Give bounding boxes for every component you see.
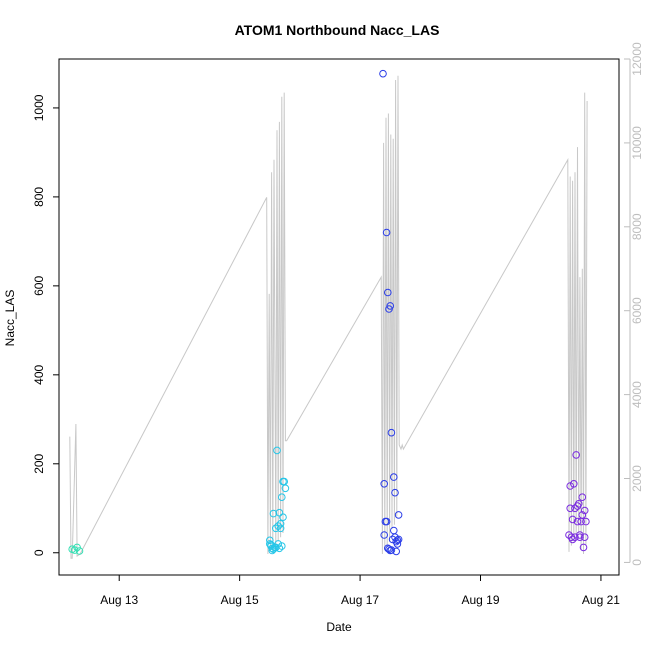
data-point — [573, 517, 582, 526]
x-tick-label: Aug 21 — [582, 593, 620, 607]
y-tick-label: 1000 — [32, 94, 46, 121]
data-point — [70, 546, 79, 554]
data-point — [276, 524, 285, 533]
y2-tick-label: 6000 — [630, 297, 644, 324]
data-point — [390, 473, 398, 481]
data-point — [568, 535, 577, 544]
secondary-series-line — [69, 75, 588, 559]
data-point — [281, 484, 290, 493]
data-point — [572, 451, 581, 459]
data-point — [574, 500, 583, 508]
y-tick-label: 0 — [32, 549, 46, 556]
data-point — [391, 488, 399, 497]
data-point — [570, 480, 578, 488]
data-point — [274, 522, 283, 530]
data-point — [571, 504, 579, 513]
y2-tick-label: 4000 — [630, 381, 644, 408]
y-tick-label: 400 — [32, 364, 46, 384]
data-point — [382, 228, 391, 237]
data-point — [275, 544, 284, 553]
data-point — [382, 517, 391, 526]
data-point — [580, 533, 589, 542]
data-point — [578, 511, 587, 519]
data-point — [75, 547, 84, 555]
data-point — [580, 506, 589, 515]
chart-title: ATOM1 Northbound Nacc_LAS — [235, 22, 440, 38]
data-point — [390, 526, 398, 535]
y2-tick-label: 10000 — [630, 126, 644, 160]
y-tick-label: 800 — [32, 187, 46, 207]
x-axis: Aug 13 Aug 15 Aug 17 Aug 19 Aug 21 — [100, 575, 620, 607]
data-point — [386, 546, 395, 555]
data-point — [386, 302, 395, 310]
data-point — [576, 531, 584, 539]
y-axis-right: 0 2000 4000 6000 8000 10000 12000 — [624, 42, 644, 566]
y-tick-label: 600 — [32, 276, 46, 296]
y-axis-left: 0 200 400 600 800 1000 — [32, 94, 59, 556]
data-point — [266, 540, 274, 548]
y-axis-label: Nacc_LAS — [3, 290, 17, 347]
data-point — [380, 531, 389, 539]
y2-tick-label: 2000 — [630, 465, 644, 492]
data-point — [568, 515, 577, 524]
y-tick-label: 200 — [32, 453, 46, 473]
data-point — [276, 520, 285, 528]
data-point — [392, 547, 401, 556]
data-point — [579, 543, 588, 552]
x-tick-label: Aug 17 — [341, 593, 379, 607]
data-point — [384, 544, 392, 553]
data-point — [269, 545, 278, 554]
data-point — [269, 509, 278, 518]
y2-tick-label: 12000 — [630, 42, 644, 76]
plot-frame — [58, 58, 620, 576]
data-point — [279, 477, 287, 486]
y2-tick-label: 0 — [630, 559, 644, 566]
data-point — [393, 540, 402, 548]
data-point — [582, 517, 590, 526]
data-point — [272, 524, 280, 533]
data-point — [279, 513, 287, 522]
data-point — [576, 533, 584, 542]
data-point — [387, 428, 396, 437]
data-point — [384, 288, 392, 297]
secondary-line-layer — [69, 75, 588, 559]
x-tick-label: Aug 19 — [461, 593, 499, 607]
data-point — [394, 511, 403, 519]
data-point — [578, 493, 587, 502]
y2-tick-label: 8000 — [630, 213, 644, 240]
data-point — [278, 493, 286, 502]
x-axis-label: Date — [326, 620, 352, 634]
data-point — [571, 533, 579, 542]
data-point — [266, 536, 274, 545]
data-point — [566, 504, 575, 513]
data-point — [393, 536, 402, 545]
data-point — [270, 543, 279, 552]
x-tick-label: Aug 15 — [221, 593, 259, 607]
data-point — [379, 69, 387, 78]
x-tick-label: Aug 13 — [100, 593, 138, 607]
data-point — [273, 446, 281, 455]
points-layer — [68, 69, 590, 556]
data-point — [380, 480, 389, 488]
